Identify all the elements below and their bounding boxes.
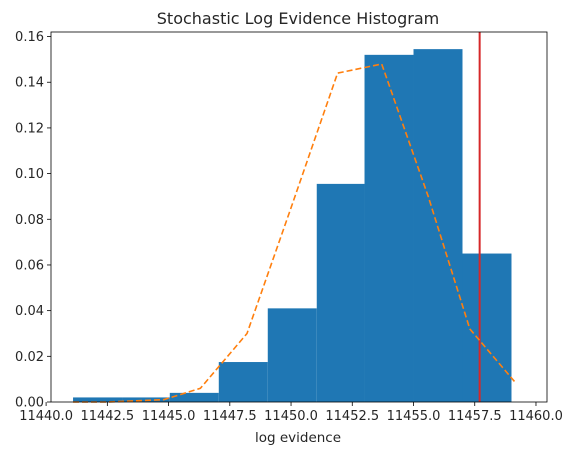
histogram-bar (413, 49, 463, 402)
histogram-bar (267, 308, 317, 402)
x-tick-label: 11457.5 (448, 409, 502, 424)
x-tick-label: 11440.0 (19, 409, 73, 424)
histogram-bar (364, 54, 414, 402)
histogram-bars (73, 49, 512, 402)
x-tick-label: 11450.0 (264, 409, 318, 424)
x-tick-label: 11447.5 (203, 409, 257, 424)
y-tick-label: 0.10 (15, 167, 44, 182)
y-tick-label: 0.08 (15, 213, 44, 228)
plot-frame (50, 31, 548, 403)
histogram-bar (73, 397, 123, 402)
x-tick-label: 11460.0 (509, 409, 563, 424)
histogram-bar (462, 253, 512, 402)
y-axis-ticks: 0.00 0.02 0.04 0.06 0.08 0.10 0.12 0.14 0.16 (15, 30, 51, 411)
chart-title: Stochastic Log Evidence Histogram (157, 9, 439, 28)
x-axis-ticks: 11440.0 11442.5 11445.0 11447.5 11450.0 11452… (19, 402, 563, 424)
x-tick-label: 11452.5 (325, 409, 379, 424)
y-tick-label: 0.06 (15, 258, 44, 273)
x-axis-label: log evidence (255, 430, 341, 446)
x-tick-label: 11445.0 (142, 409, 196, 424)
y-tick-label: 0.02 (15, 350, 44, 365)
y-tick-label: 0.00 (15, 396, 44, 411)
density-curve (73, 63, 518, 403)
x-tick-label: 11455.0 (387, 409, 441, 424)
density-curve-group (73, 63, 518, 403)
histogram-bar (218, 362, 268, 402)
y-tick-label: 0.14 (15, 76, 44, 91)
histogram-bar (316, 183, 365, 402)
x-tick-label: 11442.5 (80, 409, 134, 424)
y-tick-label: 0.16 (15, 30, 44, 45)
y-tick-label: 0.12 (15, 121, 44, 136)
histogram-bar (169, 392, 219, 402)
y-tick-label: 0.04 (15, 304, 44, 319)
